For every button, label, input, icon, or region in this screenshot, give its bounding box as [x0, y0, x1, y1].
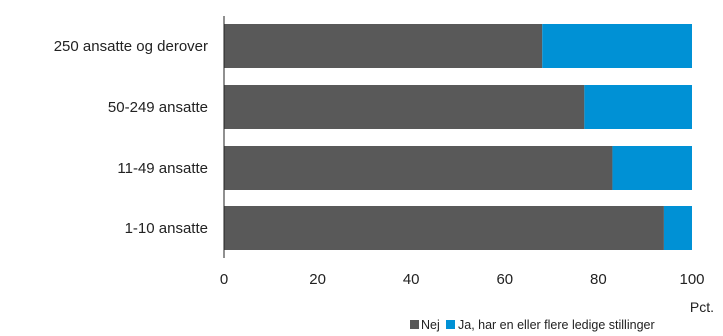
x-unit-label: Pct. [690, 299, 714, 315]
x-tick-label: 100 [679, 271, 704, 288]
bar-ja-1 [584, 85, 692, 129]
bar-ja-2 [612, 146, 692, 190]
x-tick-label: 40 [403, 271, 420, 288]
x-tick-label: 80 [590, 271, 607, 288]
x-tick-label: 20 [309, 271, 326, 288]
bar-nej-3 [224, 206, 664, 250]
legend-label-ja: Ja, har en eller flere ledige stillinger [458, 318, 655, 332]
bar-nej-2 [224, 146, 613, 190]
category-label: 11-49 ansatte [117, 160, 208, 177]
bar-nej-1 [224, 85, 585, 129]
legend-swatch-ja [446, 320, 455, 329]
legend-swatch-nej [410, 320, 419, 329]
x-tick-labels: 0 20 40 60 80 100 [220, 271, 705, 288]
legend-label-nej: Nej [421, 318, 440, 332]
bar-ja-3 [663, 206, 692, 250]
bar-nej-0 [224, 24, 543, 68]
category-label: 1-10 ansatte [125, 220, 208, 237]
category-label: 50-249 ansatte [108, 99, 208, 116]
bar-ja-0 [542, 24, 692, 68]
legend: Nej Ja, har en eller flere ledige stilli… [410, 318, 655, 332]
category-labels: 250 ansatte og derover 50-249 ansatte 11-4… [54, 38, 208, 237]
bars-group [224, 24, 692, 250]
x-tick-label: 0 [220, 271, 228, 288]
x-tick-label: 60 [496, 271, 513, 288]
category-label: 250 ansatte og derover [54, 38, 208, 55]
